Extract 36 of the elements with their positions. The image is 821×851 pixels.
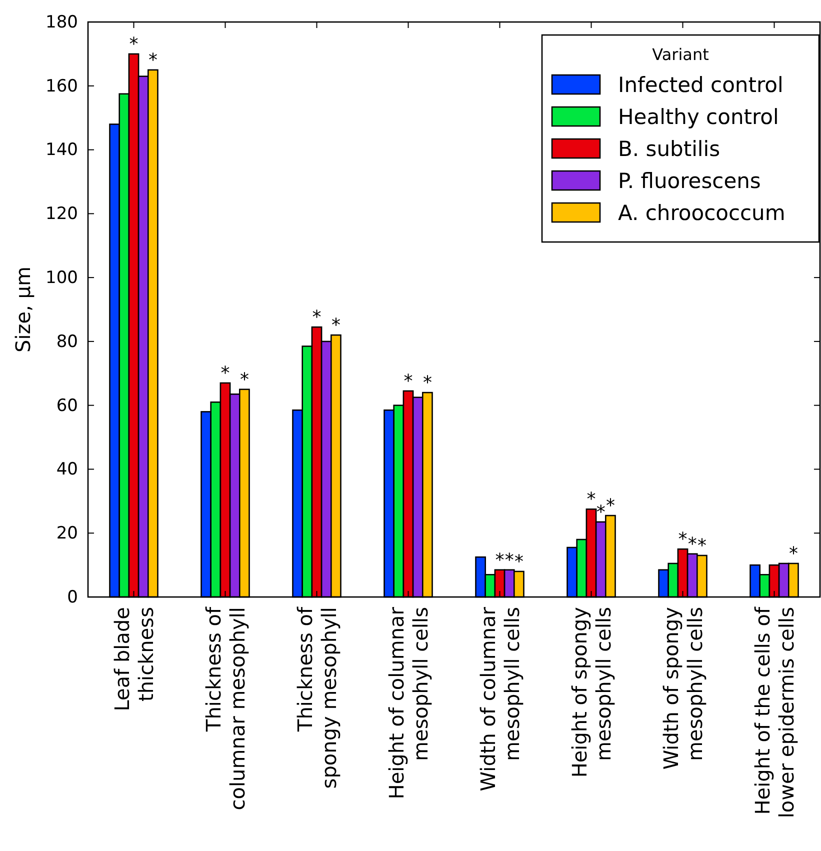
annotation: * <box>596 502 606 523</box>
legend-label: B. subtilis <box>618 137 720 161</box>
y-tick-label: 140 <box>46 140 78 160</box>
annotation: * <box>788 543 798 564</box>
annotation: * <box>331 315 340 336</box>
legend-title: Variant <box>652 45 709 64</box>
annotation: * <box>697 535 706 556</box>
legend-label: Infected control <box>618 73 784 97</box>
annotation: * <box>504 550 514 571</box>
y-tick-label: 160 <box>46 76 78 96</box>
legend-label: A. chroococcum <box>618 201 786 225</box>
annotation: * <box>688 534 697 555</box>
annotation: * <box>148 50 158 71</box>
annotation: * <box>220 362 230 384</box>
annotation: * <box>240 369 249 390</box>
annotation: * <box>514 551 524 572</box>
annotation: * <box>312 307 322 328</box>
annotation: * <box>678 529 688 550</box>
legend-label: P. fluorescens <box>618 169 761 193</box>
y-axis-title: Size, µm <box>11 266 35 352</box>
y-tick-label: 20 <box>56 524 78 544</box>
y-tick-label: 180 <box>46 12 78 32</box>
annotation: * <box>586 489 596 510</box>
legend-label: Healthy control <box>618 105 779 129</box>
y-tick-label: 120 <box>46 204 78 224</box>
x-tick-label: Leaf blade thickness <box>110 607 158 712</box>
annotation: * <box>129 34 138 55</box>
y-tick-label: 0 <box>67 587 78 608</box>
y-tick-label: 60 <box>56 396 78 416</box>
annotation: * <box>422 372 432 394</box>
annotation: * <box>606 496 615 517</box>
annotation: * <box>404 370 413 392</box>
annotation: * <box>495 550 504 571</box>
y-tick-label: 80 <box>56 332 78 352</box>
y-tick-label: 40 <box>56 460 78 480</box>
y-tick-label: 100 <box>46 268 78 288</box>
